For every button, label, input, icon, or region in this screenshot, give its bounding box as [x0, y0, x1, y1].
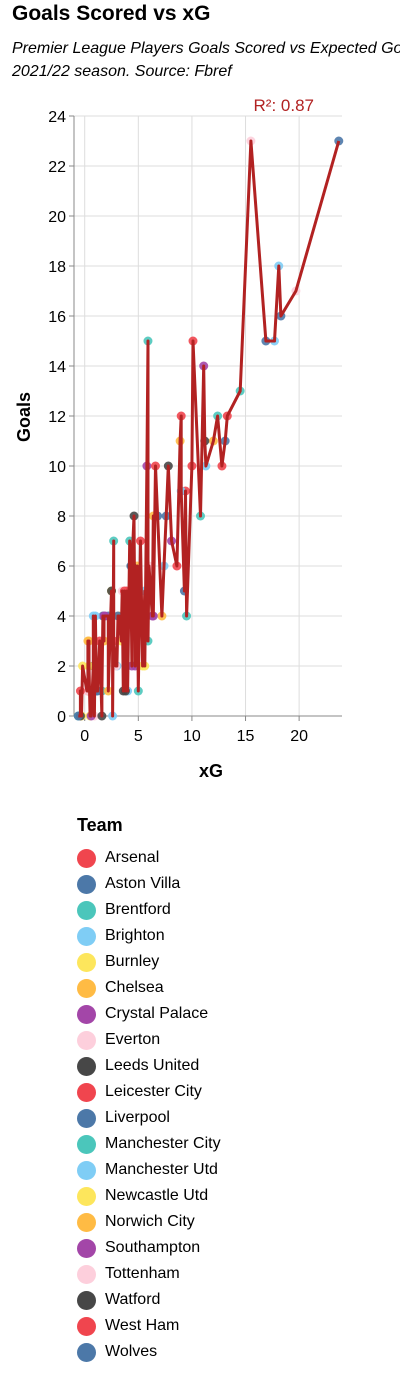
y-tick-label: 10	[48, 459, 66, 476]
y-tick-label: 22	[48, 159, 66, 176]
y-tick-label: 18	[48, 259, 66, 276]
legend-swatch	[77, 1212, 96, 1232]
chart-trend-line	[78, 139, 341, 718]
y-tick-label: 20	[48, 209, 66, 226]
legend-label: Burnley	[105, 953, 160, 970]
legend-item: Brighton	[77, 923, 221, 949]
y-axis-label: Goals	[14, 392, 34, 442]
legend-label: Watford	[105, 1291, 161, 1308]
legend-swatch	[77, 1108, 96, 1128]
legend-label: Aston Villa	[105, 875, 181, 892]
y-tick-label: 8	[57, 509, 66, 526]
y-tick-label: 14	[48, 359, 66, 376]
legend-item: Everton	[77, 1027, 221, 1053]
legend-swatch	[77, 1342, 96, 1362]
legend-label: Chelsea	[105, 979, 164, 996]
legend-swatch	[77, 1316, 96, 1336]
legend-item: Chelsea	[77, 975, 221, 1001]
y-tick-label: 2	[57, 659, 66, 676]
legend-item: Leeds United	[77, 1053, 221, 1079]
legend-items: Arsenal Aston Villa Brentford Brighton Burnl…	[77, 845, 221, 1365]
legend-label: Everton	[105, 1031, 161, 1048]
legend-swatch	[77, 900, 96, 920]
y-tick-label: 12	[48, 409, 66, 426]
y-tick-label: 24	[48, 109, 66, 126]
legend-item: Southampton	[77, 1235, 221, 1261]
trend-line	[78, 139, 341, 718]
legend-label: Manchester Utd	[105, 1161, 218, 1178]
legend-label: Manchester City	[105, 1135, 221, 1152]
legend-label: Liverpool	[105, 1109, 170, 1126]
legend-item: Aston Villa	[77, 871, 221, 897]
legend-label: Leicester City	[105, 1083, 202, 1100]
legend-label: Brighton	[105, 927, 165, 944]
y-tick-label: 16	[48, 309, 66, 326]
chart-title: Goals Scored vs xG	[12, 2, 211, 25]
legend-item: Norwich City	[77, 1209, 221, 1235]
legend: Team Arsenal Aston Villa Brentford Brighton…	[77, 815, 221, 1365]
legend-label: Southampton	[105, 1239, 201, 1256]
x-tick-label: 20	[290, 728, 308, 745]
legend-swatch	[77, 952, 96, 972]
legend-swatch	[77, 1186, 96, 1206]
legend-label: Leeds United	[105, 1057, 200, 1074]
legend-swatch	[77, 1264, 96, 1284]
legend-item: Crystal Palace	[77, 1001, 221, 1027]
legend-swatch	[77, 848, 96, 868]
legend-item: Arsenal	[77, 845, 221, 871]
x-tick-label: 5	[134, 728, 143, 745]
legend-swatch	[77, 1030, 96, 1050]
legend-item: Watford	[77, 1287, 221, 1313]
legend-item: Newcastle Utd	[77, 1183, 221, 1209]
legend-swatch	[77, 926, 96, 946]
chart-subtitle-line-1: Premier League Players Goals Scored vs E…	[12, 40, 400, 57]
legend-swatch	[77, 1056, 96, 1076]
legend-label: Newcastle Utd	[105, 1187, 209, 1204]
y-tick-label: 0	[57, 709, 66, 726]
legend-item: Wolves	[77, 1339, 221, 1365]
legend-label: Brentford	[105, 901, 171, 918]
legend-swatch	[77, 1004, 96, 1024]
legend-swatch	[77, 874, 96, 894]
legend-item: Manchester Utd	[77, 1157, 221, 1183]
legend-swatch	[77, 1160, 96, 1180]
legend-label: Arsenal	[105, 849, 160, 866]
legend-item: West Ham	[77, 1313, 221, 1339]
legend-item: Manchester City	[77, 1131, 221, 1157]
legend-swatch	[77, 1238, 96, 1258]
legend-label: Tottenham	[105, 1265, 180, 1282]
x-axis-label: xG	[199, 761, 223, 781]
legend-swatch	[77, 1290, 96, 1310]
x-tick-label: 0	[80, 728, 89, 745]
r-squared-label: R²: 0.87	[254, 96, 314, 115]
legend-label: Norwich City	[105, 1213, 195, 1230]
legend-item: Leicester City	[77, 1079, 221, 1105]
legend-item: Tottenham	[77, 1261, 221, 1287]
y-tick-label: 4	[57, 609, 66, 626]
chart-subtitle-line-2: 2021/22 season. Source: Fbref	[12, 63, 232, 80]
legend-item: Burnley	[77, 949, 221, 975]
x-tick-label: 15	[237, 728, 255, 745]
legend-item: Brentford	[77, 897, 221, 923]
y-tick-label: 6	[57, 559, 66, 576]
x-tick-label: 10	[183, 728, 201, 745]
legend-label: West Ham	[105, 1317, 180, 1334]
legend-label: Crystal Palace	[105, 1005, 209, 1022]
legend-swatch	[77, 978, 96, 998]
legend-swatch	[77, 1082, 96, 1102]
legend-title: Team	[77, 815, 123, 835]
legend-swatch	[77, 1134, 96, 1154]
legend-label: Wolves	[105, 1343, 158, 1360]
legend-item: Liverpool	[77, 1105, 221, 1131]
